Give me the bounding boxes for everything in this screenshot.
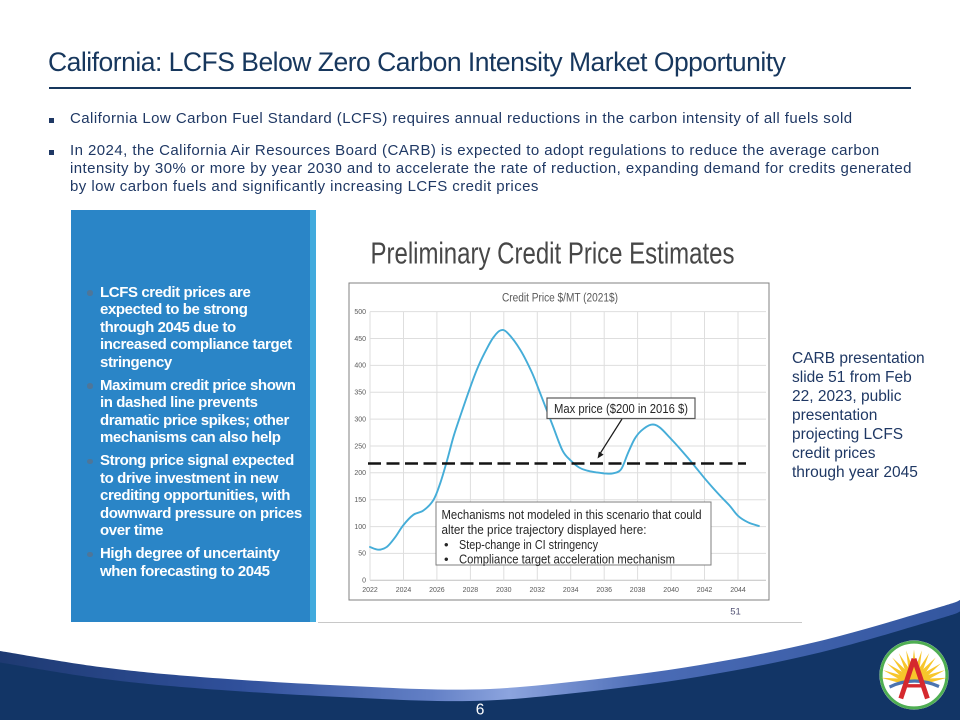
svg-text:2032: 2032	[530, 587, 546, 594]
svg-text:Compliance target acceleration: Compliance target acceleration mechanism	[459, 552, 675, 567]
svg-text:Mechanisms not modeled in this: Mechanisms not modeled in this scenario …	[442, 507, 702, 522]
svg-text:•: •	[444, 552, 449, 567]
svg-text:Preliminary Credit Price Estim: Preliminary Credit Price Estimates	[370, 236, 734, 270]
svg-text:150: 150	[354, 497, 366, 504]
svg-text:2034: 2034	[563, 587, 579, 594]
svg-text:Credit Price $/MT (2021$): Credit Price $/MT (2021$)	[502, 293, 618, 305]
svg-text:alter the price trajectory dis: alter the price trajectory displayed her…	[442, 522, 647, 537]
svg-text:2024: 2024	[396, 587, 412, 594]
svg-text:300: 300	[354, 416, 366, 423]
svg-text:350: 350	[354, 390, 366, 397]
svg-text:2040: 2040	[663, 587, 679, 594]
svg-text:2044: 2044	[730, 587, 746, 594]
svg-text:400: 400	[354, 363, 366, 370]
svg-text:50: 50	[358, 551, 366, 558]
svg-text:Max price ($200 in 2016 $): Max price ($200 in 2016 $)	[554, 401, 688, 416]
svg-text:2028: 2028	[463, 587, 479, 594]
svg-text:2036: 2036	[596, 587, 612, 594]
svg-text:Step-change in CI stringency: Step-change in CI stringency	[459, 537, 598, 552]
svg-text:200: 200	[354, 470, 366, 477]
svg-text:2030: 2030	[496, 587, 512, 594]
svg-text:2026: 2026	[429, 587, 445, 594]
svg-text:•: •	[444, 537, 449, 552]
svg-text:51: 51	[730, 607, 741, 618]
svg-text:250: 250	[354, 443, 366, 450]
svg-text:6: 6	[476, 702, 485, 719]
svg-text:100: 100	[354, 524, 366, 531]
svg-text:2038: 2038	[630, 587, 646, 594]
svg-text:450: 450	[354, 336, 366, 343]
svg-text:0: 0	[362, 578, 366, 585]
svg-text:2022: 2022	[362, 587, 378, 594]
svg-text:2042: 2042	[697, 587, 713, 594]
svg-text:500: 500	[354, 309, 366, 316]
